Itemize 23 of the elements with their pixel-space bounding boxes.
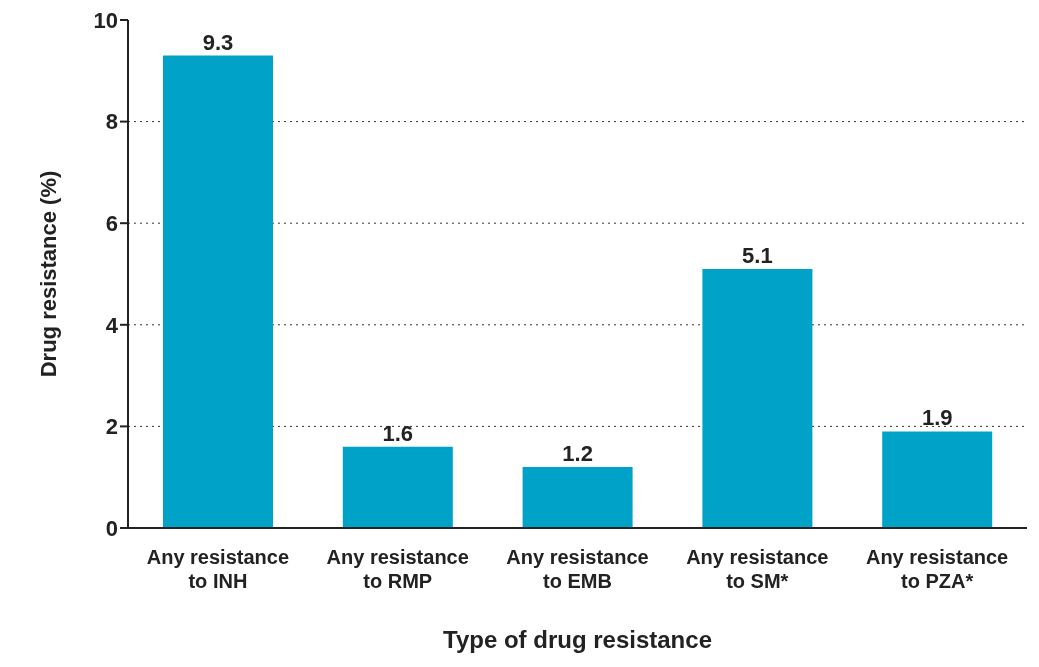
- bar: [522, 467, 633, 528]
- y-tick-label: 6: [105, 211, 118, 237]
- data-label: 9.3: [202, 29, 234, 55]
- x-tick-label: Any resistance to SM*: [686, 546, 829, 593]
- bar: [882, 431, 993, 528]
- data-label: 1.2: [562, 441, 593, 467]
- y-axis-title: Drug resistance (%): [35, 170, 61, 378]
- data-label: 5.1: [742, 242, 773, 268]
- y-tick-label: 4: [105, 312, 119, 338]
- x-tick-label: Any resistance to PZA*: [865, 546, 1009, 593]
- data-label: 1.9: [921, 405, 953, 431]
- x-tick-label: Any resistance to EMB: [506, 546, 649, 593]
- y-tick-label: 10: [93, 7, 118, 33]
- data-label: 1.6: [382, 420, 414, 446]
- x-tick-label: Any resistance to RMP: [326, 546, 469, 593]
- y-tick-label: 8: [105, 109, 118, 135]
- y-tick-label: 2: [105, 414, 118, 440]
- x-tick-label: Any resistance to INH: [146, 546, 290, 593]
- bar: [342, 446, 453, 528]
- bar: [163, 55, 273, 528]
- y-tick-label: 0: [105, 515, 118, 541]
- x-axis-title: Type of drug resistance: [443, 626, 712, 653]
- bar: [702, 268, 813, 528]
